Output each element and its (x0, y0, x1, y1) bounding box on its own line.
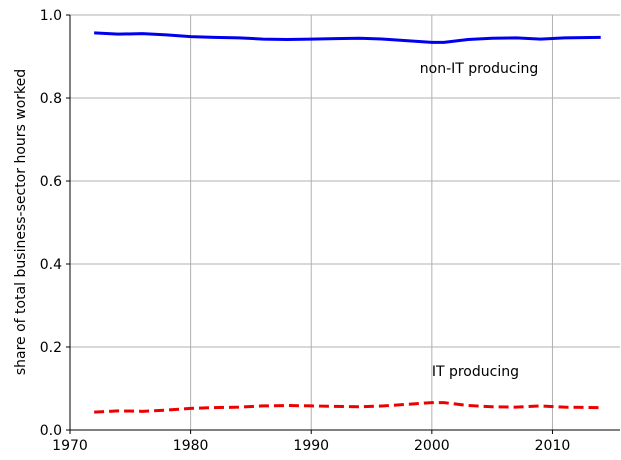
series-label: IT producing (432, 364, 519, 380)
x-tick-label: 1970 (52, 438, 88, 454)
x-tick-label: 2010 (535, 438, 571, 454)
y-tick-label: 0.6 (40, 174, 62, 190)
series-label: non-IT producing (420, 61, 539, 77)
y-tick-label: 0.2 (40, 340, 62, 356)
x-tick-label: 1980 (173, 438, 209, 454)
x-tick-label: 1990 (293, 438, 329, 454)
series-line (94, 401, 601, 414)
y-axis-label: share of total business-sector hours wor… (13, 69, 29, 375)
x-tick-label: 2000 (414, 438, 450, 454)
y-tick-label: 1.0 (40, 8, 62, 24)
series-line (94, 31, 601, 44)
y-tick-label: 0.8 (40, 91, 62, 107)
y-tick-label: 0.0 (40, 423, 62, 439)
y-tick-label: 0.4 (40, 257, 62, 273)
